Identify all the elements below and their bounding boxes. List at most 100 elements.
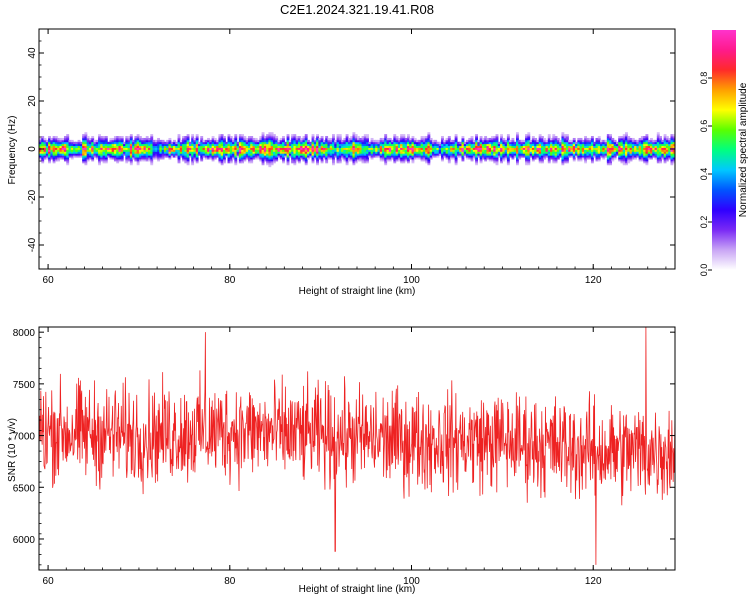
heatmap-cell — [461, 136, 465, 139]
heatmap-cell — [75, 143, 79, 147]
heatmap-cell — [445, 143, 449, 147]
heatmap-cell — [597, 136, 601, 139]
heatmap-cell — [48, 157, 51, 160]
heatmap-cell — [125, 139, 129, 143]
heatmap-cell — [186, 151, 190, 154]
heatmap-cell — [202, 155, 206, 158]
heatmap-cell — [345, 149, 349, 152]
heatmap-cell — [625, 132, 628, 135]
heatmap-cell — [104, 151, 108, 154]
heatmap-cell — [123, 151, 126, 154]
heatmap-cell — [116, 149, 120, 152]
heatmap-cell — [104, 153, 108, 156]
heatmap-cell — [98, 157, 101, 160]
heatmap-cell — [225, 155, 229, 158]
heatmap-cell — [182, 139, 185, 143]
heatmap-cell — [540, 153, 544, 156]
heatmap-cell — [441, 147, 444, 150]
heatmap-cell — [629, 155, 633, 158]
heatmap-cell — [634, 147, 637, 150]
heatmap-cell — [186, 149, 190, 152]
heatmap-cell — [79, 155, 83, 158]
heatmap-cell — [570, 143, 574, 147]
heatmap-cell — [291, 137, 294, 141]
heatmap-cell — [79, 153, 83, 156]
heatmap-cell — [538, 149, 542, 152]
heatmap-cell — [297, 143, 301, 147]
heatmap-cell — [661, 141, 665, 145]
heatmap-cell — [495, 159, 499, 162]
heatmap-cell — [556, 141, 560, 145]
heatmap-cell — [198, 143, 201, 147]
heatmap-cell — [395, 141, 399, 145]
heatmap-cell — [520, 145, 524, 148]
heatmap-cell — [300, 151, 304, 154]
heatmap-cell — [286, 153, 290, 156]
heatmap-cell — [293, 136, 297, 139]
heatmap-cell — [297, 136, 301, 139]
heatmap-cell — [545, 149, 549, 152]
heatmap-cell — [329, 143, 333, 147]
heatmap-cell — [495, 137, 499, 141]
heatmap-cell — [381, 149, 385, 152]
heatmap-cell — [272, 141, 276, 145]
heatmap-cell — [204, 143, 208, 147]
colorbar: 0.00.20.40.60.8 Normalized spectral ampl… — [699, 30, 749, 276]
heatmap-cell — [54, 151, 58, 154]
heatmap-cell — [186, 161, 190, 164]
heatmap-cell — [561, 141, 565, 145]
heatmap-cell — [59, 147, 63, 150]
heatmap-cell — [584, 139, 588, 143]
heatmap-cell — [536, 153, 540, 156]
heatmap-cell — [563, 139, 567, 143]
heatmap-cell — [123, 147, 126, 150]
heatmap-cell — [88, 151, 92, 154]
heatmap-cell — [304, 137, 308, 141]
heatmap-cell — [527, 161, 531, 164]
heatmap-cell — [188, 141, 192, 145]
heatmap-cell — [39, 153, 42, 156]
heatmap-cell — [441, 151, 444, 154]
heatmap-cell — [113, 147, 117, 150]
heatmap-cell — [622, 155, 626, 158]
heatmap-cell — [570, 141, 574, 145]
heatmap-cell — [375, 141, 379, 145]
heatmap-cell — [309, 141, 313, 145]
heatmap-cell — [575, 147, 578, 150]
heatmap-cell — [609, 153, 612, 156]
heatmap-cell — [406, 155, 410, 158]
heatmap-cell — [261, 137, 265, 141]
heatmap-cell — [277, 149, 281, 152]
heatmap-cell — [631, 157, 635, 160]
heatmap-cell — [332, 159, 335, 162]
heatmap-cell — [186, 141, 190, 145]
heatmap-cell — [431, 139, 435, 143]
heatmap-cell — [559, 143, 563, 147]
heatmap-cell — [220, 139, 224, 143]
heatmap-cell — [470, 137, 474, 141]
heatmap-cell — [247, 139, 251, 143]
heatmap-cell — [386, 151, 390, 154]
heatmap-cell — [375, 145, 379, 148]
heatmap-cell — [245, 157, 249, 160]
heatmap-cell — [163, 141, 167, 145]
heatmap-cell — [52, 157, 56, 160]
heatmap-cell — [132, 141, 135, 145]
heatmap-cell — [636, 139, 640, 143]
heatmap-cell — [173, 153, 176, 156]
heatmap-cell — [261, 132, 265, 135]
heatmap-cell — [429, 145, 433, 148]
heatmap-cell — [381, 143, 385, 147]
heatmap-cell — [118, 141, 122, 145]
heatmap-cell — [316, 137, 319, 141]
heatmap-cell — [595, 149, 599, 152]
heatmap-cell — [509, 145, 513, 148]
heatmap-cell — [88, 157, 92, 160]
heatmap-cell — [600, 147, 603, 150]
heatmap-cell — [368, 151, 372, 154]
heatmap-cell — [441, 145, 444, 148]
heatmap-cell — [631, 143, 635, 147]
heatmap-cell — [506, 139, 510, 143]
heatmap-cell — [357, 141, 360, 145]
heatmap-cell — [429, 137, 433, 141]
